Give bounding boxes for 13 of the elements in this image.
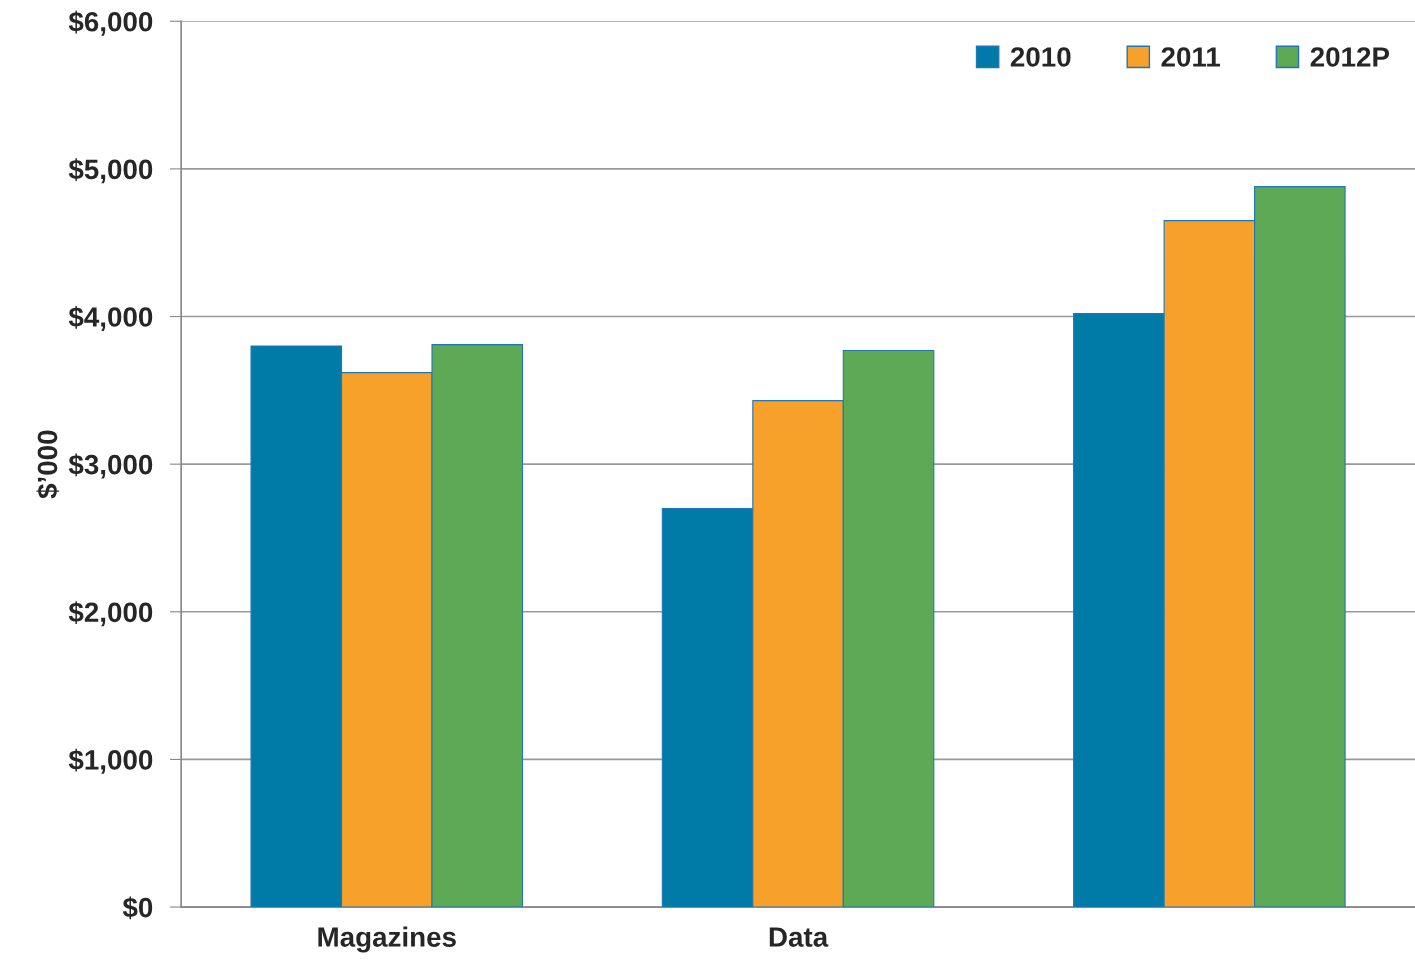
legend-label: 2010 [1010,47,1071,67]
y-tick-label: $3,000 [68,453,153,479]
y-tick-label: $0 [122,896,153,920]
x-tick-label: Data [769,927,829,947]
y-tick-label: $5,000 [68,158,153,184]
y-tick-label: $4,000 [68,305,153,331]
y-tick-label: $6,000 [68,10,153,36]
legend-label: 2011 [1161,47,1221,67]
legend-label: 2012P [1310,47,1390,67]
y-tick-label: $1,000 [68,748,153,774]
y-tick-label: $2,000 [68,601,153,627]
x-tick-label: Magazines [318,926,456,953]
y-axis-title: $’000 [36,430,60,499]
